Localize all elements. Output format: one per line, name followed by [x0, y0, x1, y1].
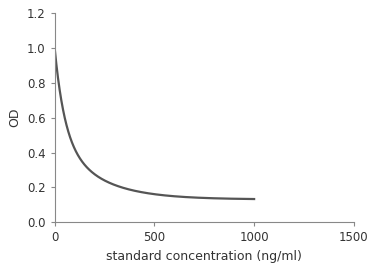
X-axis label: standard concentration (ng/ml): standard concentration (ng/ml)	[106, 250, 302, 263]
Y-axis label: OD: OD	[8, 108, 21, 127]
